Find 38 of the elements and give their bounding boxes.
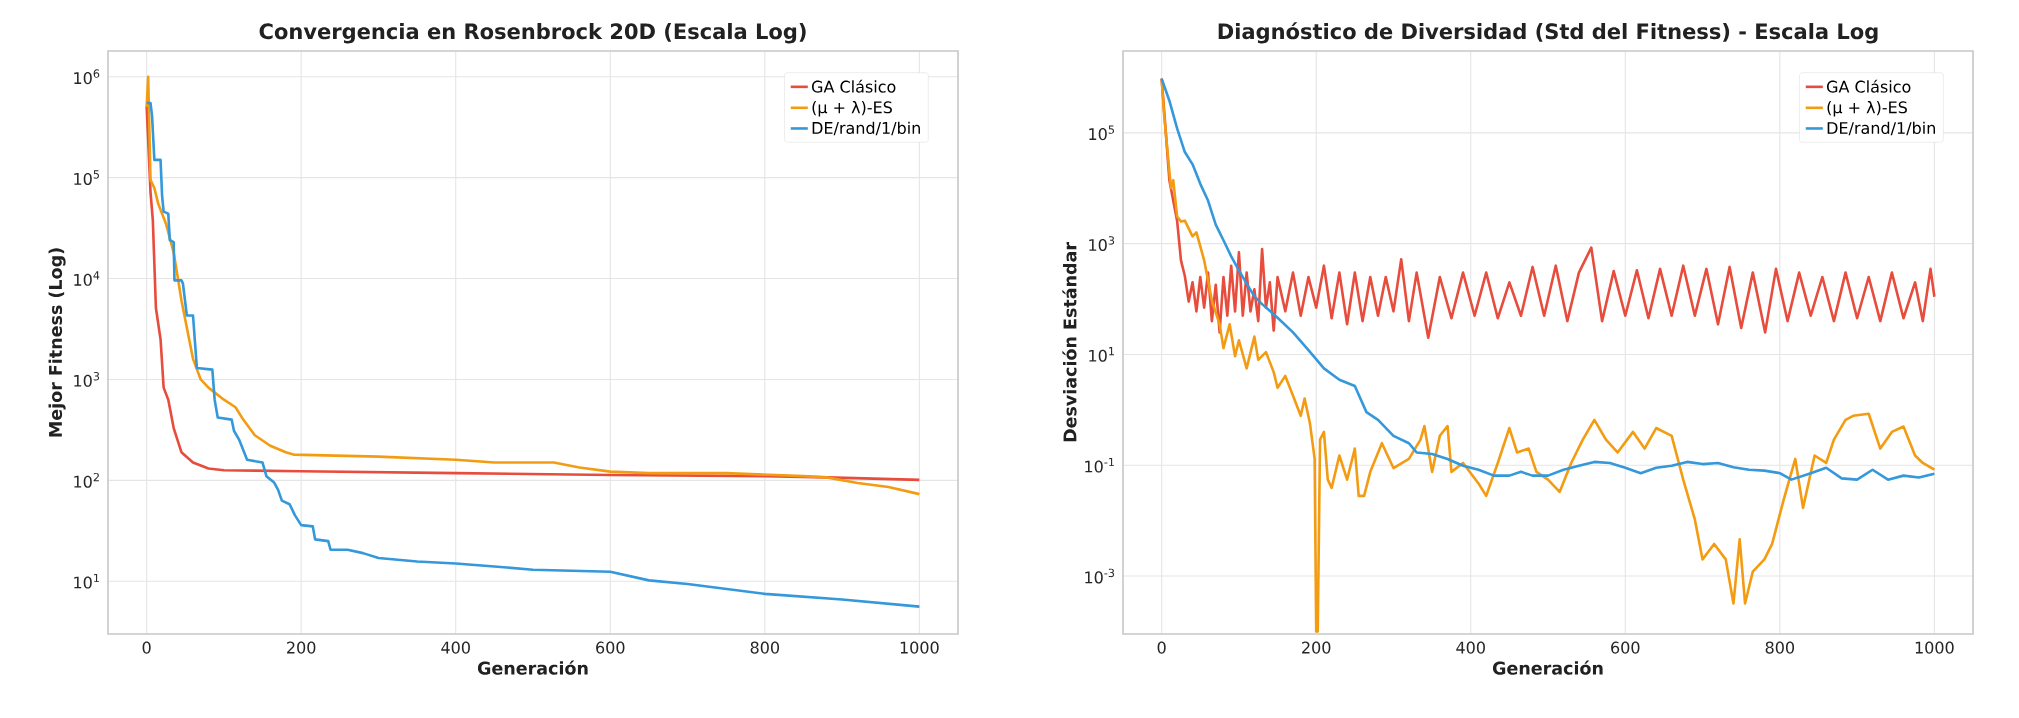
legend-label: GA Clásico [1827, 79, 1911, 93]
y-tick-label: 10$^{3}$ [74, 372, 100, 387]
legend-label: (μ + λ)-ES [812, 100, 892, 117]
x-tick-label: 600 [596, 641, 625, 654]
x-tick-label: 0 [142, 641, 151, 654]
y-axis-title: Desviación Estándar [1062, 242, 1077, 442]
y-tick-label: 10$^{-1}$ [1085, 457, 1114, 473]
legend-label: (μ + λ)-ES [1827, 100, 1907, 117]
x-tick-label: 0 [1157, 641, 1166, 654]
line-series [1160, 77, 1936, 481]
x-axis-title: Generación [477, 660, 588, 675]
x-tick-label: 800 [1765, 641, 1795, 654]
y-tick-label: 10$^{5}$ [74, 170, 99, 185]
x-tick-label: 400 [1456, 641, 1485, 654]
line-series [145, 101, 921, 608]
x-tick-label: 600 [1611, 641, 1640, 654]
legend-label: DE/rand/1/bin [1827, 121, 1935, 136]
y-tick-label: 10$^{3}$ [1089, 236, 1115, 252]
x-tick-label: 400 [441, 641, 470, 654]
y-tick-label: 10$^{1}$ [1089, 347, 1114, 362]
x-tick-label: 1000 [1915, 641, 1954, 654]
chart-title: Diagnóstico de Diversidad (Std del Fitness) - Escala Log [1218, 22, 1878, 44]
x-axis-title: Generación [1492, 660, 1603, 675]
y-axis-title: Mejor Fitness (Log) [48, 248, 66, 437]
y-tick-label: 10$^{1}$ [74, 573, 99, 589]
y-tick-label: 10$^{-3}$ [1085, 568, 1115, 584]
y-tick-label: 10$^{5}$ [1089, 125, 1114, 141]
y-tick-label: 10$^{4}$ [74, 271, 100, 286]
x-tick-label: 800 [750, 641, 780, 654]
y-tick-label: 10$^{6}$ [74, 69, 100, 85]
line-series [1160, 77, 1936, 633]
x-tick-label: 200 [1302, 641, 1331, 654]
legend-label: GA Clásico [812, 79, 896, 93]
x-tick-label: 200 [287, 641, 316, 654]
x-tick-label: 1000 [900, 641, 939, 654]
legend-label: DE/rand/1/bin [812, 121, 920, 136]
chart-title: Convergencia en Rosenbrock 20D (Escala Log) [259, 22, 806, 44]
y-tick-label: 10$^{2}$ [74, 472, 99, 488]
